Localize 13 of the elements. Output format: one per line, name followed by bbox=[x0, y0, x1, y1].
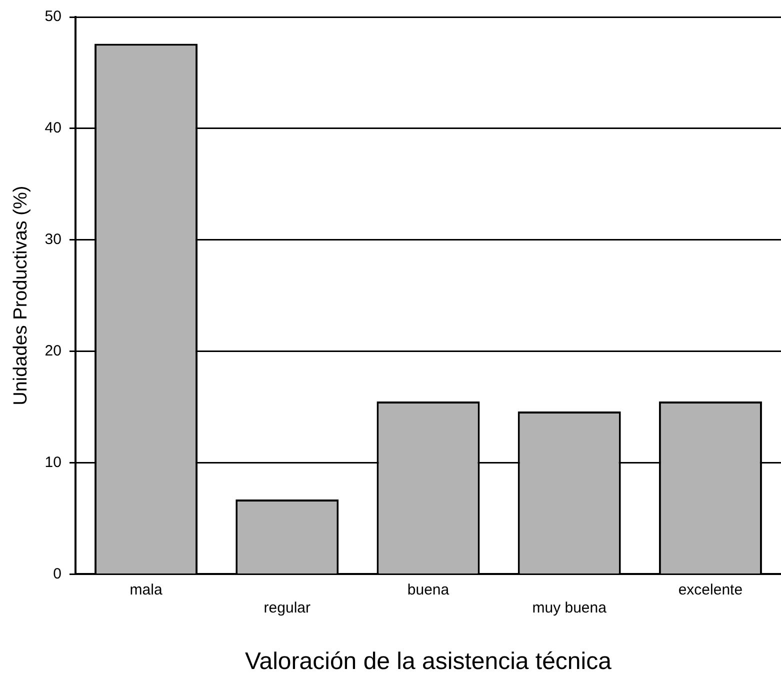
y-tick-label: 10 bbox=[44, 454, 62, 471]
x-tick-label: excelente bbox=[678, 581, 743, 598]
y-axis-title: Unidades Productivas (%) bbox=[10, 186, 32, 406]
y-tick-label: 40 bbox=[44, 120, 62, 137]
y-tick-label: 30 bbox=[44, 231, 62, 248]
y-tick-label: 50 bbox=[44, 8, 62, 26]
x-axis-title: Valoración de la asistencia técnica bbox=[245, 648, 612, 676]
y-tick-label: 0 bbox=[53, 565, 62, 582]
y-tick-label: 20 bbox=[44, 342, 62, 360]
x-tick-label: buena bbox=[407, 581, 450, 598]
x-tick-label: regular bbox=[264, 599, 310, 616]
x-tick-label: mala bbox=[130, 581, 163, 598]
x-tick-label: muy buena bbox=[532, 599, 608, 616]
